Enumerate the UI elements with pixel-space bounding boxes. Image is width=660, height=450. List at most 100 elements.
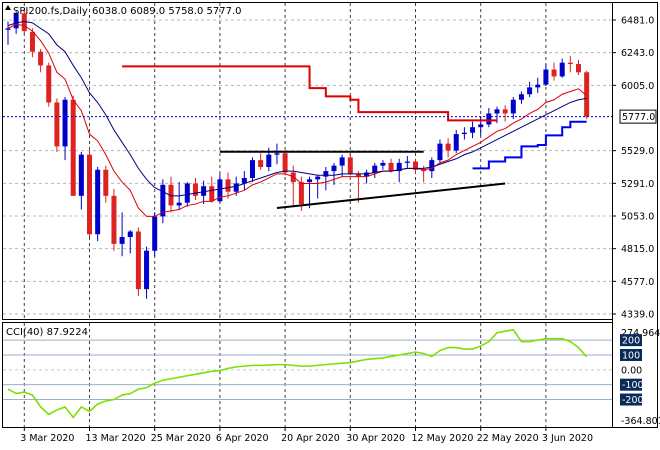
- date-axis-label: 12 May 2020: [412, 433, 474, 444]
- date-axis-label: 13 Mar 2020: [86, 433, 146, 444]
- candle-body: [217, 179, 223, 202]
- date-axis-label: 30 Apr 2020: [346, 433, 405, 444]
- candle-body: [5, 28, 11, 30]
- cci-panel-frame: [2, 322, 613, 428]
- cci-level-tag-box: [620, 378, 642, 391]
- candle-body: [315, 176, 321, 180]
- candle-body: [339, 157, 345, 166]
- candle-body: [502, 109, 508, 114]
- candle-body: [388, 162, 394, 172]
- candle-body: [70, 99, 76, 196]
- trailing-stop-bearish-line: [122, 65, 497, 122]
- overlay-lines: [7, 21, 587, 217]
- cci-header-label: CCI(40) 87.9224: [6, 327, 88, 338]
- candle-body: [380, 162, 386, 166]
- candle-body: [233, 183, 239, 192]
- date-axis-label: 3 Mar 2020: [20, 433, 74, 444]
- cci-level-tag-box: [620, 348, 642, 361]
- candle-body: [453, 134, 459, 151]
- cci-line: [7, 328, 588, 419]
- candle-body: [486, 113, 492, 125]
- candle-body: [111, 195, 117, 244]
- candle-body: [355, 173, 361, 177]
- candle-body: [168, 184, 174, 206]
- candle-body: [144, 250, 150, 290]
- candle-body: [21, 13, 27, 32]
- candle-body: [527, 87, 533, 95]
- price-axis-labels: 6481.0 6243.0 6005.0 5529.0 5291.0 5053.0 4815…: [612, 16, 654, 321]
- cci-level-tag: 200: [622, 336, 640, 347]
- symbol-label: SPI200.fs,Daily: [13, 6, 88, 17]
- candle-body: [201, 186, 207, 196]
- candle-body: [461, 132, 467, 135]
- candle-body: [323, 171, 329, 177]
- date-axis-label: 20 Apr 2020: [281, 433, 340, 444]
- candle-body: [119, 237, 125, 244]
- candle-body: [576, 64, 581, 73]
- chart-header: SPI200.fs,Daily 6038.0 6089.0 5758.0 577…: [5, 5, 242, 17]
- candle-body: [470, 127, 476, 133]
- symbol-triangle-icon: [5, 5, 11, 10]
- date-axis-label: 6 Apr 2020: [216, 433, 269, 444]
- support-trendline: [276, 182, 506, 210]
- price-axis-label: 4339.0: [621, 310, 654, 321]
- candle-body: [78, 154, 84, 196]
- moving-average-fast-line: [7, 23, 587, 217]
- candle-body: [551, 69, 557, 77]
- candle-body: [62, 99, 68, 147]
- price-axis-label: 5053.0: [621, 212, 654, 223]
- cci-axis-label: 0.00: [621, 365, 642, 376]
- candle-body: [54, 102, 60, 147]
- candle-body: [95, 169, 101, 235]
- candle-body: [87, 154, 92, 235]
- candle-body: [478, 124, 484, 128]
- moving-average-slow-line: [7, 21, 587, 197]
- candle-body: [347, 157, 353, 174]
- date-axis-label: 3 Jun 2020: [542, 433, 593, 444]
- cci-level-tag: 100: [622, 350, 640, 361]
- price-axis-label: 5291.0: [621, 179, 654, 190]
- candle-body: [290, 172, 296, 183]
- candle-body: [421, 169, 427, 172]
- candle-body: [584, 72, 590, 117]
- candle-body: [445, 143, 451, 151]
- candle-body: [518, 94, 524, 100]
- cci-level-tag-box: [620, 334, 642, 347]
- current-price-value: 5777.0: [622, 112, 655, 123]
- candle-body: [543, 69, 549, 85]
- candle-body: [258, 160, 264, 167]
- candle-body: [135, 231, 141, 290]
- cci-level-tag-box: [620, 393, 642, 406]
- candle-body: [38, 51, 44, 66]
- candle-body: [13, 13, 19, 29]
- price-axis-label: 4815.0: [621, 244, 654, 255]
- candle-body: [250, 160, 255, 178]
- date-axis-label: 22 May 2020: [477, 433, 539, 444]
- candle-body: [29, 31, 35, 52]
- current-price-tag-box: [619, 109, 657, 124]
- cci-axis-label: -364.8014: [621, 416, 660, 427]
- cci-level-tag: -200: [622, 395, 644, 406]
- candle-body: [413, 161, 418, 170]
- candle-body: [298, 182, 304, 205]
- candle-body: [184, 183, 190, 203]
- candle-body: [192, 183, 198, 196]
- candle-body: [307, 179, 313, 183]
- cci-level-lines: [3, 339, 612, 401]
- candle-body: [152, 216, 158, 251]
- candle-body: [510, 99, 516, 114]
- candle-body: [404, 161, 410, 163]
- candle-body: [494, 109, 500, 114]
- candle-body: [274, 153, 280, 155]
- candle-body: [127, 231, 133, 237]
- candle-body: [160, 184, 166, 217]
- price-axis-label: 6481.0: [621, 16, 654, 27]
- candle-body: [331, 165, 337, 172]
- candle-body: [429, 160, 435, 172]
- right-axis-border: [612, 2, 658, 428]
- trailing-stop-bullish-line: [472, 120, 587, 170]
- candle-body: [103, 169, 109, 196]
- candle-body: [46, 65, 52, 103]
- current-price-tag: 5777.0: [619, 109, 657, 124]
